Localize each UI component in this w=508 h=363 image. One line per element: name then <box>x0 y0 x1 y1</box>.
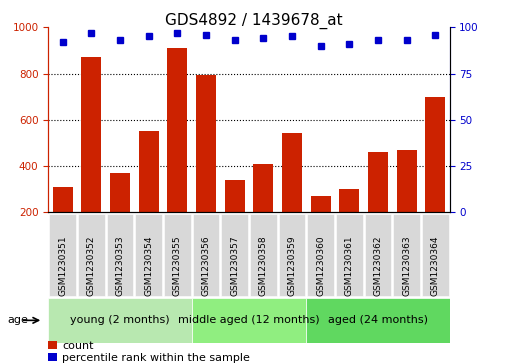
Text: GSM1230357: GSM1230357 <box>230 235 239 296</box>
Bar <box>192 298 306 343</box>
Text: young (2 months): young (2 months) <box>70 315 170 325</box>
Text: GSM1230360: GSM1230360 <box>316 235 325 296</box>
Text: GSM1230352: GSM1230352 <box>87 235 96 296</box>
Bar <box>196 75 216 212</box>
Text: GSM1230362: GSM1230362 <box>373 235 383 296</box>
Bar <box>225 180 245 212</box>
Text: GDS4892 / 1439678_at: GDS4892 / 1439678_at <box>165 13 343 29</box>
Bar <box>310 196 331 212</box>
Bar <box>139 131 158 212</box>
Text: GSM1230361: GSM1230361 <box>345 235 354 296</box>
Text: age: age <box>8 315 28 325</box>
Bar <box>52 187 73 212</box>
Bar <box>167 48 187 212</box>
Bar <box>425 97 446 212</box>
Text: aged (24 months): aged (24 months) <box>328 315 428 325</box>
Bar <box>253 164 273 212</box>
Bar <box>339 189 359 212</box>
Text: percentile rank within the sample: percentile rank within the sample <box>62 353 250 363</box>
Text: count: count <box>62 341 94 351</box>
Bar <box>81 57 101 212</box>
Text: GSM1230363: GSM1230363 <box>402 235 411 296</box>
Text: GSM1230355: GSM1230355 <box>173 235 182 296</box>
Text: middle aged (12 months): middle aged (12 months) <box>178 315 320 325</box>
Text: GSM1230358: GSM1230358 <box>259 235 268 296</box>
Bar <box>397 150 417 212</box>
Text: GSM1230351: GSM1230351 <box>58 235 67 296</box>
Text: GSM1230364: GSM1230364 <box>431 235 440 296</box>
Text: GSM1230356: GSM1230356 <box>201 235 210 296</box>
Text: GSM1230353: GSM1230353 <box>115 235 124 296</box>
Bar <box>368 152 388 212</box>
Text: GSM1230359: GSM1230359 <box>288 235 297 296</box>
Bar <box>110 173 130 212</box>
Text: GSM1230354: GSM1230354 <box>144 235 153 296</box>
Bar <box>282 132 302 212</box>
Bar <box>306 298 450 343</box>
Bar <box>48 298 192 343</box>
